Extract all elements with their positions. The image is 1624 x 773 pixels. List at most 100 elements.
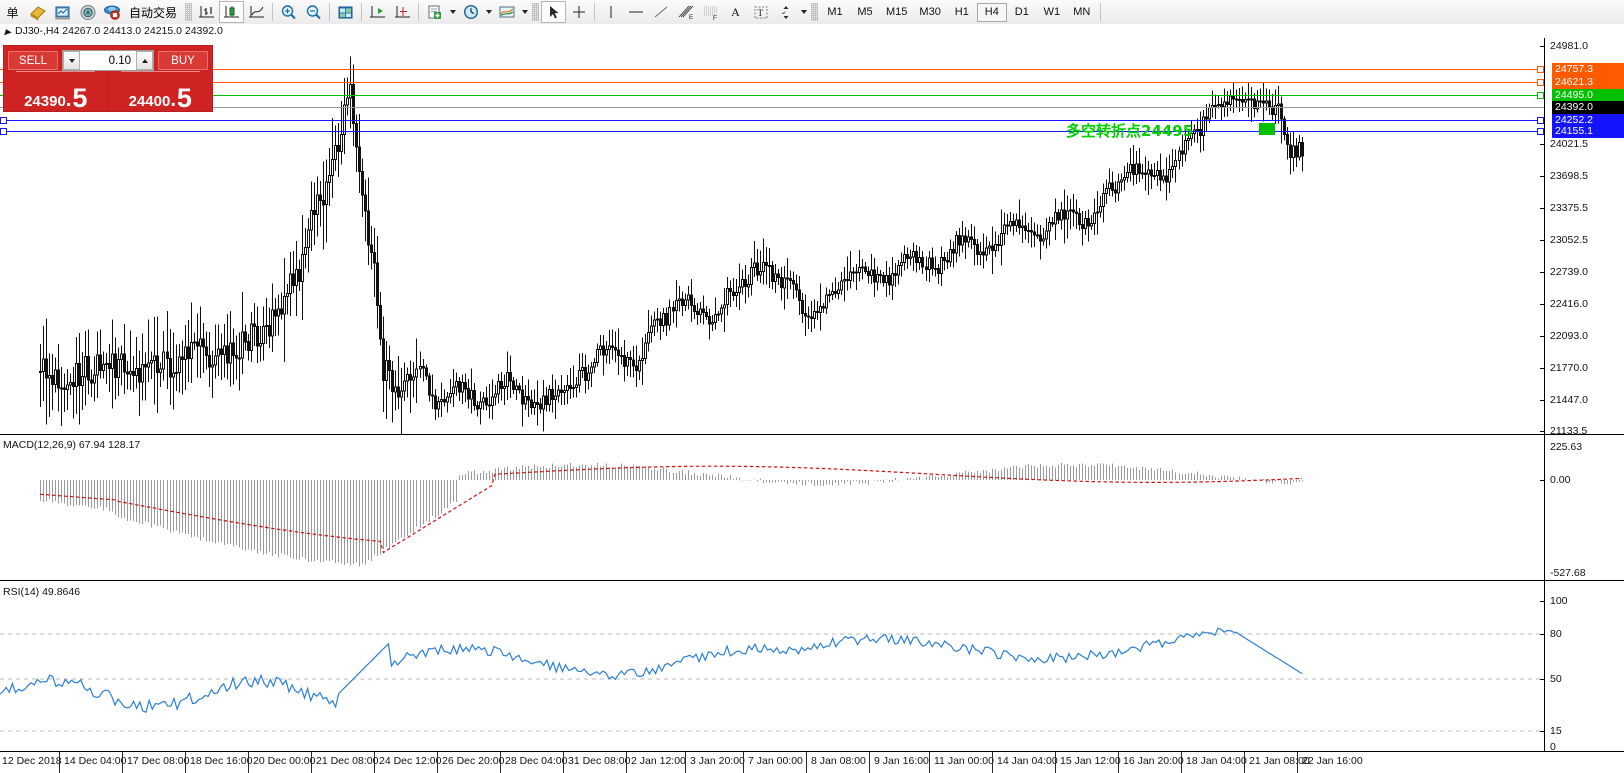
price-plot-area[interactable]	[0, 38, 1624, 434]
resistance-line-24621[interactable]	[0, 82, 1544, 83]
rsi-label: RSI(14) 49.8646	[3, 586, 81, 598]
timeframe-d1[interactable]: D1	[1014, 6, 1029, 18]
trendline-icon[interactable]	[648, 1, 673, 23]
indicators-dropdown-arrow[interactable]	[519, 1, 530, 23]
time-axis-label: 14 Jan 04:00	[997, 755, 1058, 767]
chart-shift-icon[interactable]	[365, 1, 390, 23]
macd-pane[interactable]: MACD(12,26,9) 67.94 128.17 225.63 0.00 -…	[0, 434, 1624, 580]
one-click-trading-panel[interactable]: SELL 0.10 BUY 24390 . 5 24400 . 5	[3, 45, 213, 112]
timeframe-h4[interactable]: H4	[976, 2, 1007, 22]
support-line-24252[interactable]	[0, 120, 1544, 121]
periodicity-icon[interactable]	[458, 1, 483, 23]
line-chart-icon[interactable]	[244, 1, 269, 23]
price-chart-pane[interactable]: 多空转折点24495 24981.0 24021.5 23698.5 23375…	[0, 38, 1624, 437]
zoom-in-icon[interactable]	[276, 1, 301, 23]
timeframe-w1[interactable]: W1	[1043, 6, 1061, 18]
toolbar-grip[interactable]	[185, 3, 193, 21]
price-tag-24392-current[interactable]: 24392.0	[1552, 101, 1624, 114]
time-axis[interactable]: 12 Dec 2018 14 Dec 04:00 17 Dec 08:00 18 De…	[0, 751, 1624, 773]
sell-button[interactable]: SELL	[8, 51, 58, 70]
text-icon[interactable]: T	[748, 1, 773, 23]
line-handle-left-24252[interactable]	[0, 117, 7, 124]
price-tag-24155[interactable]: 24155.1	[1552, 125, 1624, 138]
toolbar-grip[interactable]	[811, 3, 819, 21]
line-handle-24757[interactable]	[1537, 66, 1544, 73]
text-label-icon[interactable]: A	[731, 4, 740, 19]
equidistant-channel-icon[interactable]: E	[673, 1, 698, 23]
volume-increase-button[interactable]	[136, 51, 153, 70]
timeframe-h1[interactable]: H1	[954, 6, 969, 18]
price-tag-24495[interactable]: 24495.0	[1552, 89, 1624, 102]
bar-chart-icon[interactable]	[194, 1, 219, 23]
time-axis-separator	[1297, 752, 1298, 773]
line-handle-24155[interactable]	[1537, 128, 1544, 135]
time-axis-label: 21 Dec 08:00	[316, 755, 379, 767]
tile-windows-icon[interactable]	[333, 1, 358, 23]
line-handle-left-24155[interactable]	[0, 128, 7, 135]
timeframe-m5[interactable]: M5	[857, 6, 873, 18]
support-line-24155[interactable]	[0, 131, 1544, 132]
indicators-icon[interactable]	[494, 1, 519, 23]
autotrading-button[interactable]: 自动交易	[129, 5, 178, 20]
time-axis-label: 12 Dec 2018	[2, 755, 62, 767]
price-tag-24252[interactable]: 24252.2	[1552, 114, 1624, 127]
symbol-info-bar: DJ30-,H4 24267.0 24413.0 24215.0 24392.0	[0, 24, 1624, 39]
chart-annotation-label[interactable]: 多空转折点24495	[1066, 122, 1194, 140]
cursor-icon[interactable]	[541, 1, 567, 23]
timeframe-m1[interactable]: M1	[827, 6, 843, 18]
price-tick: 22739.0	[1540, 266, 1624, 278]
sell-price-display[interactable]: 24390 . 5	[4, 71, 108, 111]
macd-series	[39, 462, 1303, 567]
price-tag-24621[interactable]: 24621.3	[1552, 76, 1624, 89]
horizontal-line-icon[interactable]	[623, 1, 648, 23]
volume-decrease-button[interactable]	[63, 51, 80, 70]
order-panel-prices: 24390 . 5 24400 . 5	[4, 71, 213, 111]
timeframe-mn[interactable]: MN	[1073, 6, 1091, 18]
buy-price-display[interactable]: 24400 . 5	[107, 71, 213, 111]
buy-button[interactable]: BUY	[158, 51, 208, 70]
line-handle-24252[interactable]	[1537, 117, 1544, 124]
fibonacci-icon[interactable]: F	[698, 1, 723, 23]
rsi-pane[interactable]: RSI(14) 49.8646 100 80 50 15 0	[0, 580, 1624, 753]
price-tag-24757[interactable]: 24757.3	[1552, 63, 1624, 76]
timeframe-m30[interactable]: M30	[919, 6, 941, 18]
time-axis-separator	[1181, 752, 1182, 773]
periodicity-dropdown-arrow[interactable]	[483, 1, 494, 23]
objects-dropdown-arrow[interactable]	[798, 1, 809, 23]
line-handle-24495[interactable]	[1537, 92, 1544, 99]
resistance-line-24757[interactable]	[0, 69, 1544, 70]
auto-scroll-icon[interactable]	[390, 1, 415, 23]
new-template-dropdown-arrow[interactable]	[447, 1, 458, 23]
rsi-plot-area[interactable]	[0, 581, 1624, 752]
new-order-icon[interactable]: 单	[0, 1, 25, 23]
crosshair-icon[interactable]	[566, 1, 591, 23]
macd-plot-area[interactable]	[0, 435, 1624, 580]
rsi-tick: 80	[1540, 628, 1624, 640]
price-tick: 23375.5	[1540, 202, 1624, 214]
rsi-tick: 15	[1540, 725, 1624, 737]
time-axis-separator	[563, 752, 564, 773]
objects-icon[interactable]	[773, 1, 798, 23]
candlestick-series	[39, 56, 1304, 434]
indicator-list-icon[interactable]	[25, 1, 50, 23]
volume-field[interactable]: 0.10	[62, 50, 154, 71]
pivot-line-24495[interactable]	[0, 95, 1544, 96]
time-axis-separator	[1055, 752, 1056, 773]
toolbar-separator	[594, 3, 596, 21]
time-axis-label: 31 Dec 08:00	[568, 755, 631, 767]
timeframe-m15[interactable]: M15	[886, 6, 908, 18]
line-handle-24621[interactable]	[1537, 79, 1544, 86]
candlestick-chart-icon[interactable]	[219, 1, 245, 23]
toolbar-grip[interactable]	[532, 3, 540, 21]
navigator-icon[interactable]	[75, 1, 100, 23]
toolbar-separator	[1099, 3, 1101, 21]
vertical-line-icon[interactable]	[598, 1, 623, 23]
svg-text:T: T	[757, 8, 763, 18]
time-axis-separator	[437, 752, 438, 773]
autotrading-icon[interactable]	[100, 1, 125, 23]
market-watch-icon[interactable]	[50, 1, 75, 23]
zoom-out-icon[interactable]	[301, 1, 326, 23]
time-axis-separator	[743, 752, 744, 773]
volume-value[interactable]: 0.10	[108, 54, 131, 67]
new-template-icon[interactable]	[422, 1, 447, 23]
